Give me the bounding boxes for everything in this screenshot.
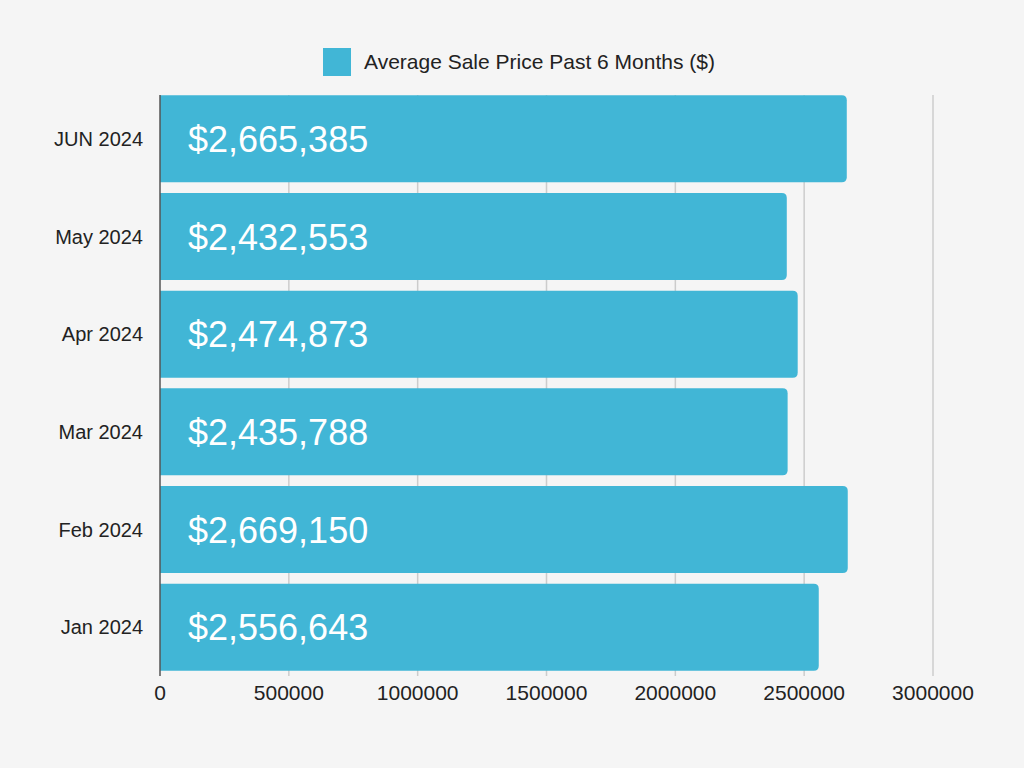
category-label: Feb 2024 [58, 519, 143, 541]
legend-swatch [323, 48, 351, 76]
tick-label: 1000000 [377, 681, 459, 704]
tick-label: 1500000 [506, 681, 588, 704]
data-label: $2,432,553 [188, 217, 368, 258]
bar [160, 291, 798, 378]
bar [160, 584, 819, 671]
bars [160, 95, 848, 670]
tick-label: 3000000 [892, 681, 974, 704]
data-label: $2,669,150 [188, 510, 368, 551]
bar [160, 486, 848, 573]
data-label: $2,665,385 [188, 119, 368, 160]
category-label: May 2024 [55, 226, 143, 248]
data-label: $2,474,873 [188, 314, 368, 355]
grid-line [932, 95, 934, 676]
tick-label: 0 [154, 681, 166, 704]
bar [160, 388, 788, 475]
data-label: $2,435,788 [188, 412, 368, 453]
legend-label: Average Sale Price Past 6 Months ($) [364, 50, 715, 73]
axis-line [159, 95, 161, 676]
tick-label: 500000 [254, 681, 324, 704]
category-label: Jan 2024 [61, 616, 143, 638]
chart: 0 500000 1000000 1500000 2000000 2500000 30000… [0, 0, 1024, 768]
tick-label: 2500000 [763, 681, 845, 704]
bar [160, 193, 787, 280]
category-label: JUN 2024 [54, 128, 143, 150]
tick-label: 2000000 [634, 681, 716, 704]
category-label: Apr 2024 [62, 323, 143, 345]
bar [160, 95, 847, 182]
category-label: Mar 2024 [59, 421, 144, 443]
background [0, 0, 1024, 768]
data-label: $2,556,643 [188, 607, 368, 648]
